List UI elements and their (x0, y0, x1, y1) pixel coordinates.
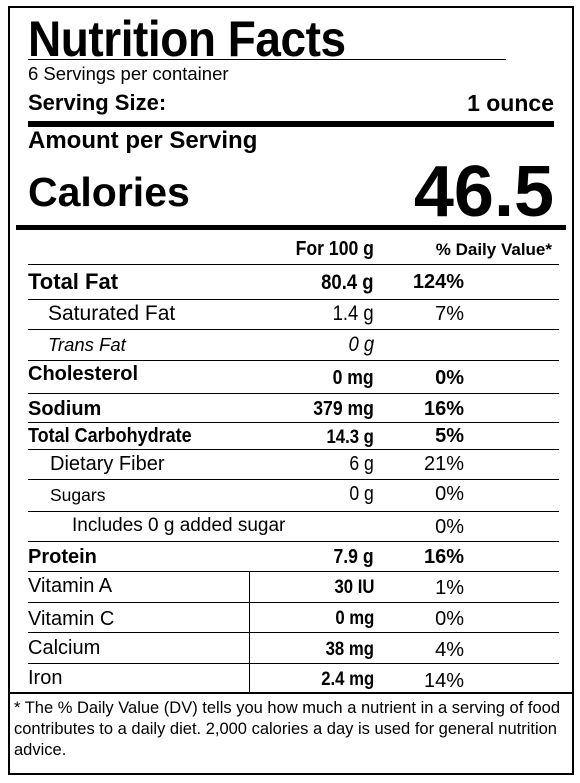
dietary-fiber-dv: 21% (423, 453, 464, 475)
iron-dv: 14% (423, 670, 464, 692)
total-fat-label: Total Fat (28, 269, 119, 294)
vitamin-c-amount: 0 mg (334, 608, 374, 629)
divider (28, 511, 559, 512)
cholesterol-amount: 0 mg (332, 367, 374, 389)
trans-fat-label: Trans Fat (48, 334, 126, 355)
calcium-amount: 38 mg (325, 639, 374, 660)
header-per-100g: For 100 g (295, 238, 374, 260)
divider (28, 632, 559, 633)
footnote-divider (10, 692, 572, 694)
saturated-fat-dv: 7% (435, 303, 464, 325)
vitamin-c-label: Vitamin C (28, 608, 115, 630)
divider (28, 663, 559, 664)
serving-size-label: Serving Size: (28, 90, 167, 115)
calcium-dv: 4% (435, 639, 464, 661)
vitamin-c-dv: 0% (435, 608, 464, 630)
iron-label: Iron (28, 667, 63, 689)
protein-amount: 7.9 g (333, 546, 374, 568)
serving-size-value: 1 ounce (467, 90, 554, 116)
calories-label: Calories (28, 169, 190, 215)
cholesterol-dv: 0% (435, 367, 464, 389)
calcium-label: Calcium (28, 637, 101, 659)
trans-fat-amount: 0 g (348, 333, 374, 356)
total-carbohydrate-dv: 5% (435, 425, 464, 447)
divider (28, 393, 559, 394)
sugars-label: Sugars (50, 485, 106, 505)
sodium-dv: 16% (423, 398, 464, 420)
vitamin-a-label: Vitamin A (28, 575, 113, 597)
protein-dv: 16% (423, 546, 464, 568)
divider (28, 449, 559, 450)
added-sugar-label: Includes 0 g added sugar (72, 515, 286, 536)
saturated-fat-amount: 1.4 g (332, 302, 374, 325)
divider (28, 59, 506, 60)
added-sugar-dv: 0% (435, 516, 464, 538)
divider (28, 422, 559, 423)
total-fat-amount: 80.4 g (321, 271, 374, 294)
iron-amount: 2.4 mg (321, 669, 374, 690)
amount-per-serving: Amount per Serving (28, 127, 258, 154)
total-carbohydrate-amount: 14.3 g (326, 427, 374, 448)
divider (28, 571, 559, 572)
divider (28, 479, 559, 480)
divider (28, 264, 559, 265)
label-title: Nutrition Facts (28, 11, 346, 67)
sugars-dv: 0% (435, 483, 464, 505)
vitamin-a-amount: 30 IU (334, 577, 374, 598)
servings-per-container: 6 Servings per container (28, 63, 229, 84)
vitamin-a-dv: 1% (435, 577, 464, 599)
sodium-label: Sodium (28, 398, 102, 420)
sugars-amount: 0 g (349, 483, 374, 505)
thick-divider (16, 225, 566, 230)
divider (28, 360, 559, 361)
sodium-amount: 379 mg (313, 398, 374, 420)
protein-label: Protein (28, 546, 97, 568)
saturated-fat-label: Saturated Fat (48, 302, 176, 325)
total-carbohydrate-label: Total Carbohydrate (28, 425, 192, 447)
nutrition-label: Nutrition Facts 6 Servings per container… (8, 6, 574, 775)
divider (28, 541, 559, 542)
calories-value: 46.5 (413, 152, 554, 232)
cholesterol-label: Cholesterol (28, 363, 139, 385)
total-fat-dv: 124% (412, 271, 464, 293)
divider (28, 299, 559, 300)
thick-divider (28, 121, 554, 127)
dietary-fiber-amount: 6 g (349, 453, 374, 475)
divider (28, 602, 559, 603)
footnote: * The % Daily Value (DV) tells you how m… (14, 699, 560, 759)
header-daily-value: % Daily Value* (435, 240, 552, 259)
dietary-fiber-label: Dietary Fiber (50, 453, 165, 475)
divider (28, 329, 559, 330)
